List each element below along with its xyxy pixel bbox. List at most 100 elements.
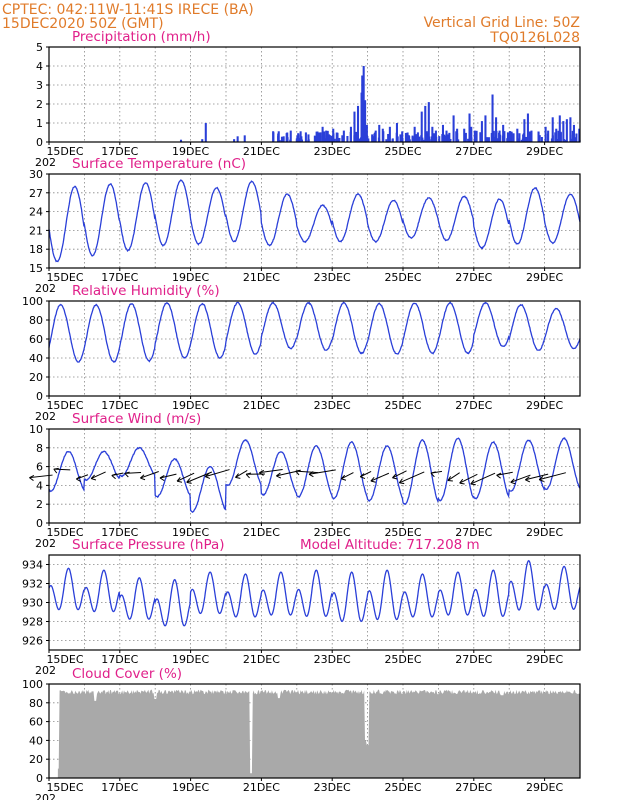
precip-bar: [431, 126, 434, 142]
precip-bar: [575, 133, 578, 142]
precip-bar: [408, 139, 411, 142]
precip-bar: [336, 132, 339, 142]
precip-bar: [387, 135, 390, 142]
precip-bar: [365, 139, 368, 142]
panel-3: Surface Wind (m/s) 0 2 4 6 8 10 15DEC 17DEC 19DEC…: [29, 411, 581, 550]
y-tick-label: 40: [29, 734, 43, 747]
x-tick-label: 19DEC: [172, 271, 209, 284]
precip-bar: [501, 135, 504, 142]
precip-bar: [537, 131, 540, 142]
x-tick-label: 17DEC: [101, 653, 138, 666]
x-tick-label: 23DEC: [314, 399, 351, 412]
precip-bar: [346, 136, 349, 142]
wind-arrow: [124, 472, 142, 474]
precip-bar: [559, 132, 562, 142]
precip-bar: [400, 135, 403, 142]
precip-bar: [427, 102, 430, 142]
precip-bar: [480, 121, 483, 142]
precip-bar: [413, 126, 416, 142]
precip-bar: [530, 130, 533, 142]
wind-arrow-head: [308, 471, 314, 478]
precip-bar: [473, 130, 476, 142]
precip-bar: [544, 126, 547, 142]
precip-bar: [464, 132, 467, 142]
precip-bar: [295, 138, 298, 142]
wind-arrow-head: [235, 473, 241, 479]
precip-bar: [457, 139, 460, 142]
precip-bar: [278, 140, 281, 142]
wind-arrow-head: [538, 476, 544, 482]
x-tick-label: 25DEC: [384, 399, 421, 412]
panel-1: Surface Temperature (nC) 15 18 21 24 27 30 15DE…: [29, 156, 581, 295]
y-tick-label: 1: [36, 117, 43, 130]
wind-arrow: [496, 471, 513, 476]
wind-arrow-head: [340, 474, 347, 481]
y-tick-label: 930: [22, 597, 43, 610]
x-tick-label: 21DEC: [243, 781, 280, 794]
x-tick-label: 27DEC: [455, 653, 492, 666]
precip-bar: [432, 133, 436, 142]
x-tick-label: 19DEC: [172, 653, 209, 666]
wind-arrow-head: [496, 472, 502, 479]
x-tick-label: 25DEC: [384, 781, 421, 794]
wind-arrow-head: [470, 479, 476, 486]
precip-bar: [428, 136, 431, 142]
header-grid-note: Vertical Grid Line: 50Z: [424, 15, 580, 31]
precip-bar: [452, 115, 455, 142]
header-model-id: TQ0126L028: [489, 30, 580, 46]
y-tick-label: 100: [22, 678, 43, 691]
precip-bar: [484, 115, 487, 142]
y-tick-label: 20: [29, 753, 43, 766]
precip-bar: [395, 123, 398, 142]
precip-bar: [399, 134, 402, 142]
x-tick-label: 19DEC: [172, 145, 209, 158]
precip-bar: [382, 131, 385, 142]
precip-bar: [425, 135, 428, 142]
x-year-label: 202: [35, 410, 56, 423]
x-tick-label: 23DEC: [314, 145, 351, 158]
series-line: [48, 179, 581, 263]
precip-bar: [430, 136, 433, 142]
x-tick-label: 23DEC: [314, 781, 351, 794]
x-tick-label: 23DEC: [314, 653, 351, 666]
x-tick-label: 19DEC: [172, 781, 209, 794]
x-tick-label: 15DEC: [46, 145, 83, 158]
panel-5: Cloud Cover (%) 0 20 40 60 80 100 15DEC 17DEC 19D…: [22, 666, 581, 800]
y-tick-label: 928: [22, 616, 43, 629]
wind-arrow: [186, 471, 213, 483]
y-tick-label: 4: [36, 479, 43, 492]
panel-frame: [48, 300, 581, 397]
y-tick-label: 100: [22, 295, 43, 308]
precip-bar: [551, 135, 554, 142]
precip-bar: [179, 139, 183, 142]
precip-bar: [326, 130, 329, 142]
x-tick-label: 21DEC: [243, 653, 280, 666]
precip-bar: [324, 138, 327, 142]
y-tick-label: 932: [22, 578, 43, 591]
precip-bar: [412, 137, 415, 142]
wind-arrow: [235, 469, 248, 478]
wind-arrow: [399, 471, 425, 484]
precip-bar: [499, 134, 502, 142]
x-tick-label: 25DEC: [384, 271, 421, 284]
precip-bar: [546, 133, 549, 142]
precip-bar: [435, 136, 438, 142]
precip-bar: [563, 139, 566, 142]
series-line: [48, 437, 581, 514]
precip-bar: [441, 124, 445, 142]
precip-bar: [323, 131, 326, 142]
precip-bar: [463, 128, 466, 142]
wind-arrow: [176, 472, 195, 482]
y-tick-label: 6: [36, 461, 43, 474]
precip-bar: [333, 138, 336, 142]
precip-bar: [569, 117, 572, 142]
panel-title: Precipitation (mm/h): [72, 29, 211, 45]
y-tick-label: 60: [29, 333, 43, 346]
wind-arrow: [259, 468, 283, 474]
precip-bar: [475, 130, 478, 142]
precip-bar: [517, 138, 520, 142]
wind-arrow-head: [259, 469, 265, 476]
wind-arrow-head: [53, 467, 59, 474]
wind-arrow: [360, 470, 372, 478]
precip-bar: [495, 117, 498, 142]
